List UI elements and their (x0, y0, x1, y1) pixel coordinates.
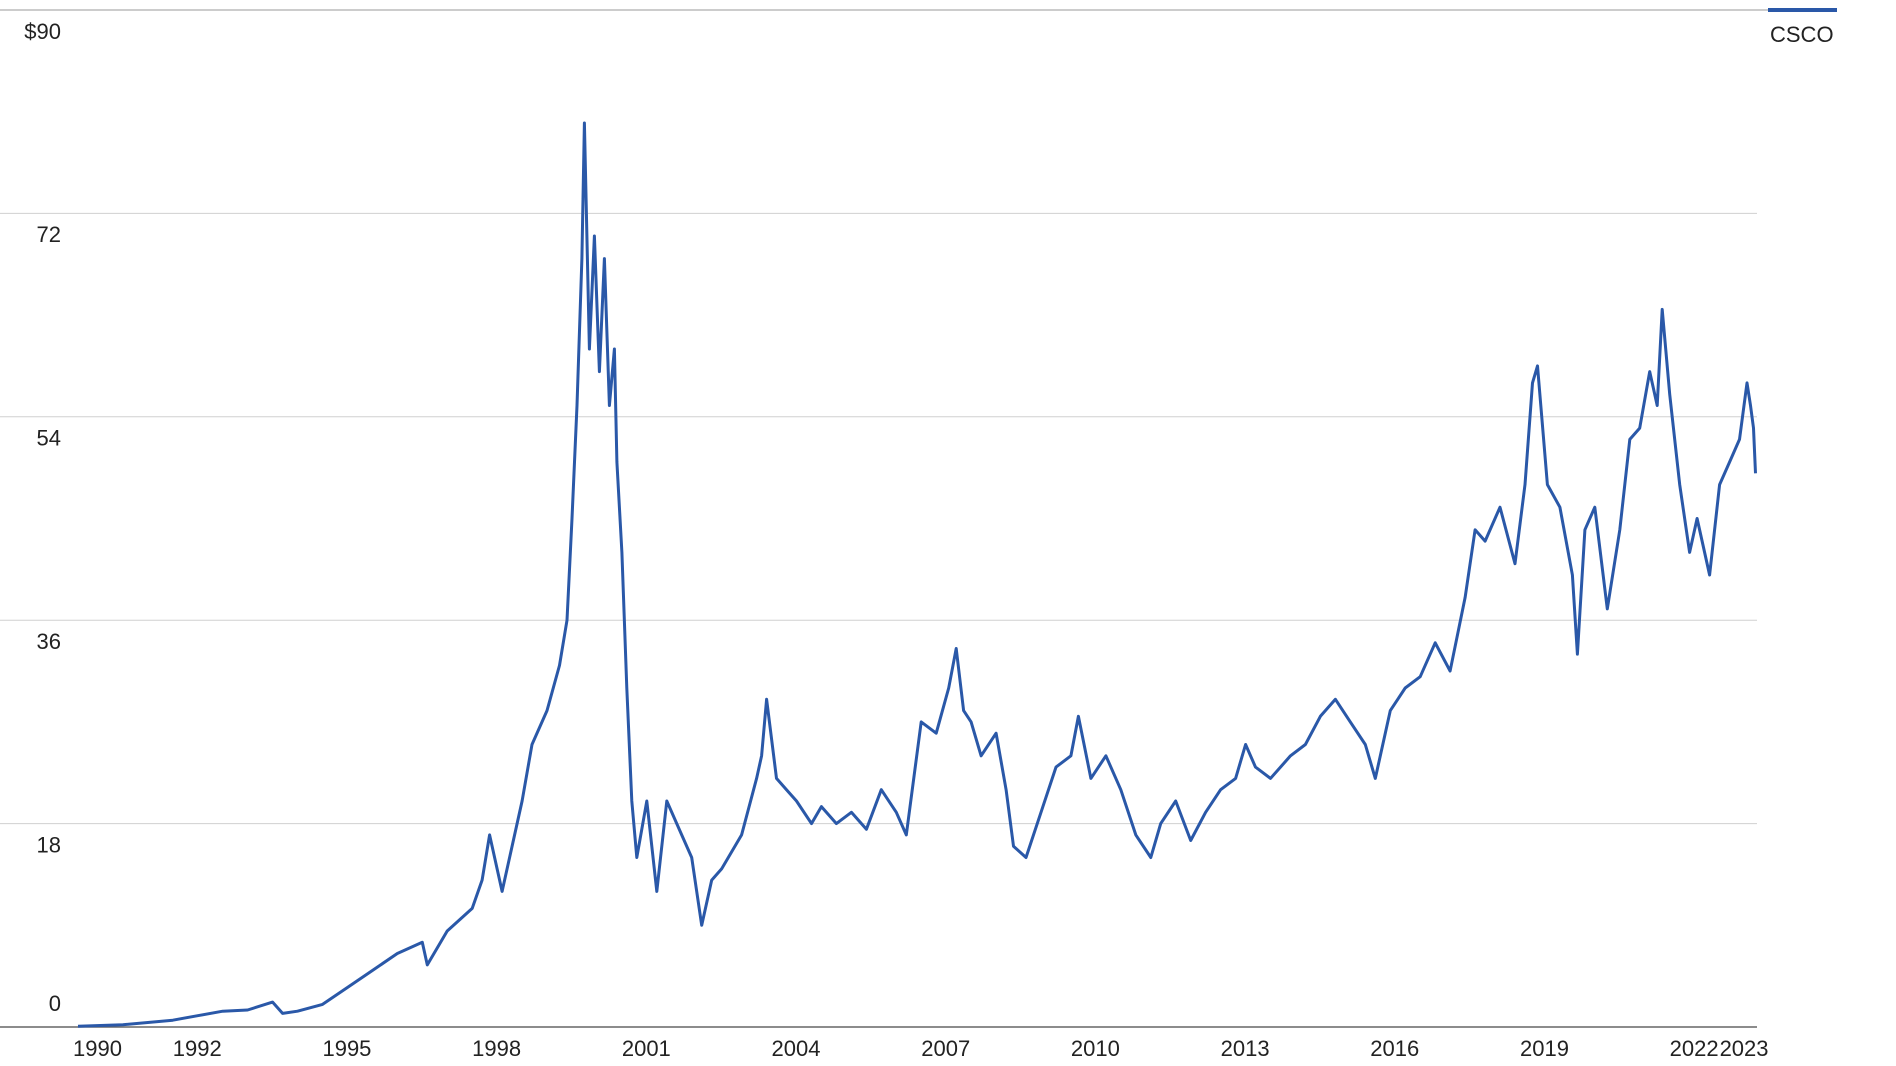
y-tick-label: $90 (24, 19, 61, 44)
x-tick-label: 2023 (1720, 1036, 1769, 1061)
x-tick-label: 2004 (772, 1036, 821, 1061)
y-tick-label: 18 (37, 832, 61, 857)
x-tick-label: 2019 (1520, 1036, 1569, 1061)
legend-label: CSCO (1770, 22, 1834, 47)
y-tick-label: 0 (49, 991, 61, 1016)
x-tick-label: 2013 (1221, 1036, 1270, 1061)
y-tick-label: 54 (37, 426, 61, 451)
price-line (77, 121, 1757, 1028)
x-tick-label: 2001 (622, 1036, 671, 1061)
x-tick-label: 2016 (1370, 1036, 1419, 1061)
x-tick-label: 1992 (173, 1036, 222, 1061)
x-tick-label: 2010 (1071, 1036, 1120, 1061)
x-tick-label: 1990 (73, 1036, 122, 1061)
x-tick-label: 2007 (921, 1036, 970, 1061)
y-tick-label: 72 (37, 222, 61, 247)
x-tick-label: 2022 (1670, 1036, 1719, 1061)
x-tick-label: 1998 (472, 1036, 521, 1061)
y-tick-label: 36 (37, 629, 61, 654)
x-tick-label: 1995 (322, 1036, 371, 1061)
